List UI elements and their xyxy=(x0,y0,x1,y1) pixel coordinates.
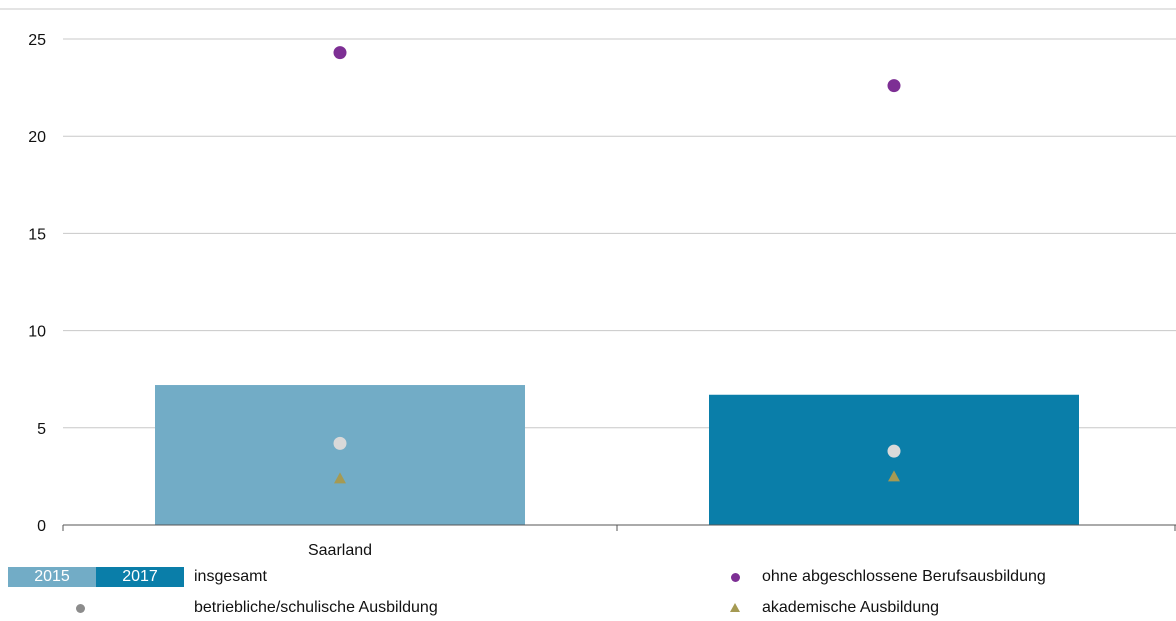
point-akademisch-2017 xyxy=(888,470,900,482)
legend-year-2015: 2015 xyxy=(8,567,96,587)
chart: 0 5 10 15 20 25 Saarland xyxy=(0,8,1176,559)
y-tick-label-20: 20 xyxy=(28,129,46,146)
legend: 2015 2017 insgesamt ohne abgeschlossene … xyxy=(0,566,1176,621)
legend-row-2: betriebliche/schulische Ausbildung akade… xyxy=(0,597,1176,619)
legend-akademisch-marker-icon xyxy=(730,603,740,612)
legend-row-1: 2015 2017 insgesamt ohne abgeschlossene … xyxy=(0,566,1176,588)
point-ohne-2015 xyxy=(333,46,347,60)
legend-label-akademisch: akademische Ausbildung xyxy=(762,599,940,616)
y-tick-label-0: 0 xyxy=(37,518,46,535)
legend-label-ohne: ohne abgeschlossene Berufsausbildung xyxy=(762,568,1046,585)
x-axis: Saarland xyxy=(62,524,1176,559)
y-tick-label-25: 25 xyxy=(28,32,46,49)
y-axis-tick-labels: 0 5 10 15 20 25 xyxy=(28,32,46,535)
legend-ohne-marker-icon xyxy=(731,573,740,582)
point-betrieblich-2015 xyxy=(333,436,347,450)
point-ohne-2017 xyxy=(887,79,901,93)
bars xyxy=(155,385,1079,525)
bar-insgesamt-2017 xyxy=(709,394,1079,525)
markers xyxy=(333,46,901,484)
y-tick-label-15: 15 xyxy=(28,226,46,243)
y-tick-label-10: 10 xyxy=(28,324,46,341)
grid-lines xyxy=(0,8,1176,429)
y-tick-label-5: 5 xyxy=(37,421,46,438)
legend-label-insgesamt: insgesamt xyxy=(194,568,267,585)
point-akademisch-2015 xyxy=(334,472,346,484)
legend-year-2017: 2017 xyxy=(96,567,184,587)
legend-label-betrieblich: betriebliche/schulische Ausbildung xyxy=(194,599,438,616)
bar-insgesamt-2015 xyxy=(155,385,525,525)
point-betrieblich-2017 xyxy=(887,444,901,458)
legend-betrieblich-marker-icon xyxy=(76,604,85,613)
x-tick-label-0: Saarland xyxy=(308,542,372,559)
